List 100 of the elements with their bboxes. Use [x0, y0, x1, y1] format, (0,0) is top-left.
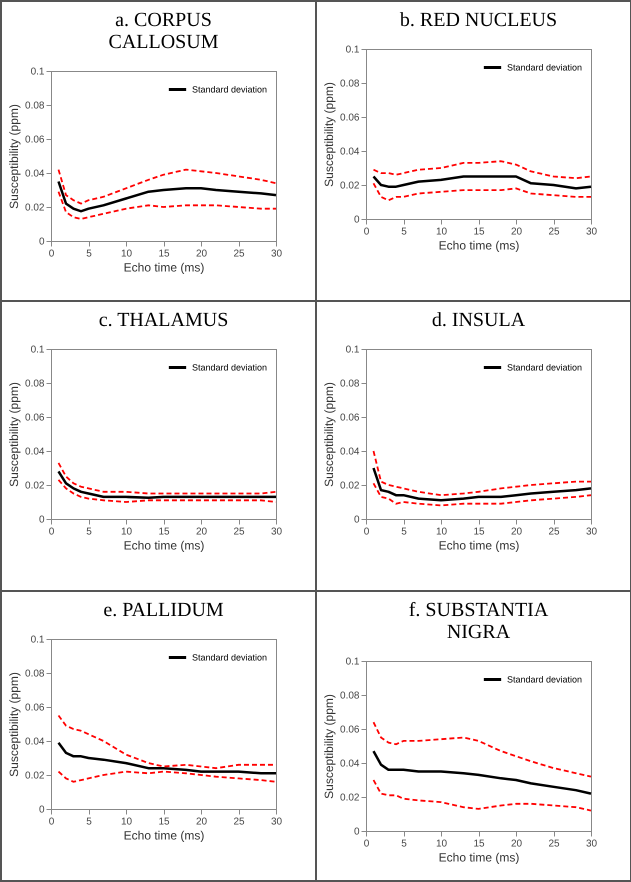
y-tick-label: 0.1 [30, 66, 45, 78]
y-tick-label: 0.04 [25, 736, 45, 748]
y-tick-label: 0.1 [346, 44, 360, 56]
x-tick-label: 15 [158, 816, 170, 828]
x-tick-label: 15 [473, 838, 485, 850]
x-tick-label: 20 [196, 816, 208, 828]
legend-label: Standard deviation [192, 362, 268, 372]
x-tick-label: 30 [586, 838, 598, 850]
legend-label: Standard deviation [507, 674, 582, 684]
x-tick-label: 20 [510, 526, 522, 538]
y-tick-label: 0.02 [25, 202, 45, 214]
y-tick-label: 0.1 [30, 634, 45, 646]
chart-title: d. INSULA [432, 309, 526, 331]
y-tick-label: 0.04 [340, 146, 360, 158]
x-tick-label: 30 [270, 816, 282, 828]
x-tick-label: 0 [364, 526, 370, 538]
x-tick-label: 20 [196, 248, 208, 260]
x-axis-title: Echo time (ms) [124, 828, 204, 842]
legend-label: Standard deviation [507, 62, 582, 72]
chart-title: b. RED NUCLEUS [400, 9, 558, 31]
x-tick-label: 5 [401, 226, 408, 238]
y-tick-label: 0.06 [25, 702, 45, 714]
x-tick-label: 15 [158, 526, 170, 538]
y-tick-label: 0.04 [340, 446, 360, 458]
x-tick-label: 20 [510, 226, 522, 238]
x-tick-label: 30 [586, 226, 598, 238]
legend-label: Standard deviation [192, 652, 268, 662]
y-tick-label: 0 [354, 514, 360, 526]
x-tick-label: 10 [436, 838, 448, 850]
x-tick-label: 15 [158, 248, 170, 260]
x-tick-label: 10 [436, 226, 448, 238]
y-axis-title: Susceptibility (ppm) [7, 382, 22, 487]
legend-label: Standard deviation [192, 84, 268, 94]
x-tick-label: 30 [270, 526, 282, 538]
y-tick-label: 0 [38, 804, 45, 816]
y-tick-label: 0.08 [340, 690, 360, 702]
x-axis-title: Echo time (ms) [124, 260, 204, 274]
y-tick-label: 0.06 [25, 412, 45, 424]
y-tick-label: 0.04 [25, 168, 45, 180]
legend-label: Standard deviation [507, 362, 582, 372]
y-tick-label: 0.06 [340, 724, 360, 736]
x-tick-label: 30 [586, 526, 598, 538]
x-tick-label: 10 [120, 526, 132, 538]
x-tick-label: 30 [270, 248, 282, 260]
y-tick-label: 0.04 [25, 446, 45, 458]
y-tick-label: 0.1 [30, 344, 45, 356]
y-axis-title: Susceptibility (ppm) [322, 694, 336, 799]
x-axis-title: Echo time (ms) [438, 850, 520, 864]
y-tick-label: 0.08 [340, 378, 360, 390]
y-tick-label: 0.06 [25, 134, 45, 146]
y-tick-label: 0.08 [25, 100, 45, 112]
y-tick-label: 0 [354, 214, 360, 226]
chart-title: a. CORPUS CALLOSUM [108, 9, 219, 53]
x-tick-label: 5 [401, 526, 408, 538]
x-axis-title: Echo time (ms) [438, 538, 520, 552]
y-axis-title: Susceptibility (ppm) [7, 104, 22, 209]
x-tick-label: 15 [473, 226, 485, 238]
y-tick-label: 0 [354, 826, 360, 838]
x-tick-label: 15 [473, 526, 485, 538]
x-tick-label: 0 [48, 816, 55, 828]
x-tick-label: 5 [86, 248, 92, 260]
x-tick-label: 5 [86, 816, 92, 828]
chart-title: c. THALAMUS [98, 309, 228, 331]
y-axis-title: Susceptibility (ppm) [322, 82, 336, 187]
x-tick-label: 10 [436, 526, 448, 538]
y-tick-label: 0.02 [25, 480, 45, 492]
y-tick-label: 0.08 [340, 78, 360, 90]
x-tick-label: 20 [510, 838, 522, 850]
y-axis-title: Susceptibility (ppm) [7, 672, 22, 777]
x-tick-label: 25 [548, 838, 560, 850]
x-tick-label: 0 [48, 248, 55, 260]
y-tick-label: 0 [38, 236, 45, 248]
y-tick-label: 0.1 [346, 656, 360, 668]
chart-title: e. PALLIDUM [103, 599, 224, 621]
x-tick-label: 25 [233, 526, 245, 538]
x-axis-title: Echo time (ms) [124, 538, 204, 552]
y-tick-label: 0.06 [340, 112, 360, 124]
y-tick-label: 0.08 [25, 668, 45, 680]
x-tick-label: 25 [548, 226, 560, 238]
y-tick-label: 0 [38, 514, 45, 526]
x-tick-label: 20 [196, 526, 208, 538]
y-tick-label: 0.02 [340, 180, 360, 192]
x-tick-label: 0 [364, 838, 370, 850]
x-tick-label: 10 [120, 816, 132, 828]
x-tick-label: 25 [233, 248, 245, 260]
y-axis-title: Susceptibility (ppm) [322, 382, 336, 487]
x-tick-label: 5 [401, 838, 408, 850]
chart-title: f. SUBSTANTIA NIGRA [408, 599, 549, 643]
x-tick-label: 10 [120, 248, 132, 260]
y-tick-label: 0.02 [340, 792, 360, 804]
x-tick-label: 0 [48, 526, 55, 538]
y-tick-label: 0.02 [340, 480, 360, 492]
y-tick-label: 0.1 [346, 344, 360, 356]
y-tick-label: 0.02 [25, 770, 45, 782]
y-tick-label: 0.06 [340, 412, 360, 424]
x-tick-label: 25 [233, 816, 245, 828]
y-tick-label: 0.08 [25, 378, 45, 390]
x-tick-label: 5 [86, 526, 92, 538]
x-axis-title: Echo time (ms) [438, 238, 520, 252]
x-tick-label: 25 [548, 526, 560, 538]
